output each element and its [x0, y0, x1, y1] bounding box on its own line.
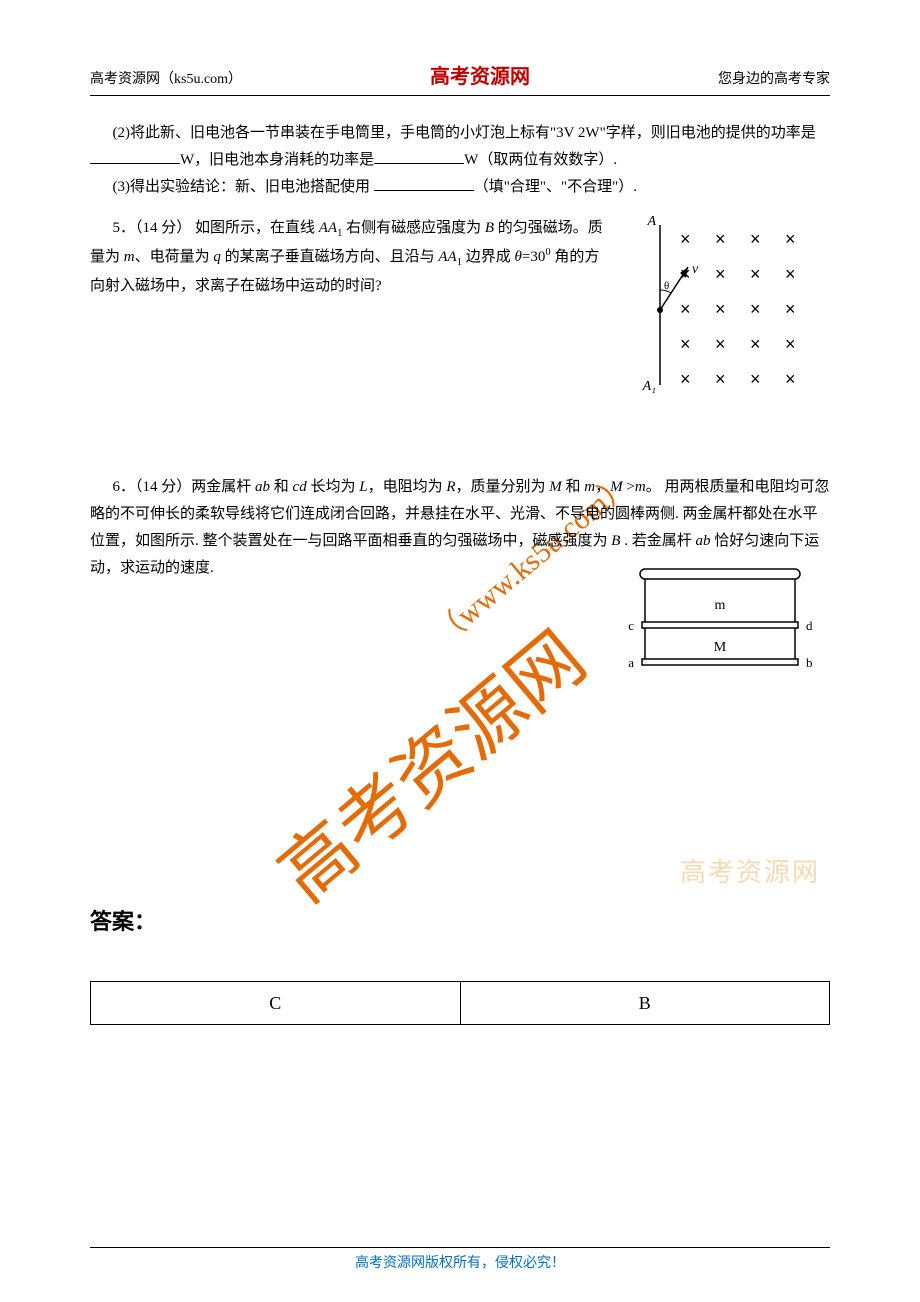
svg-text:×: ×: [785, 334, 796, 354]
q6-bar-ab: [642, 659, 798, 665]
q6-c: 长均为: [307, 479, 360, 495]
q6-m: m: [584, 479, 595, 495]
q6-M2: M: [610, 479, 623, 495]
q6-label-M: M: [714, 640, 727, 655]
svg-text:×: ×: [680, 369, 691, 389]
q5-g: =30: [522, 249, 545, 265]
q6-R: R: [446, 479, 455, 495]
svg-text:×: ×: [715, 299, 726, 319]
q4-text-a: (2)将此新、旧电池各一节串装在手电筒里，手电筒的小灯泡上标有"3V 2W"字样…: [113, 125, 816, 141]
q4-text-c: W（取两位有效数字）.: [464, 152, 617, 168]
q6-i: . 若金属杆: [620, 533, 695, 549]
q5-aa1-2: AA: [438, 249, 456, 265]
q6-label-a: a: [628, 655, 634, 670]
q5-label-A1: A₁: [642, 379, 656, 394]
blank-conclusion: [374, 175, 474, 191]
q6-e: ，质量分别为: [456, 479, 550, 495]
answer-cell-2: B: [460, 982, 830, 1025]
q5-block: 5．（14 分） 如图所示，在直线 AA1 右侧有磁感应强度为 B 的匀强磁场。…: [90, 215, 830, 460]
header: 高考资源网（ks5u.com） 高考资源网 您身边的高考专家: [90, 60, 830, 89]
q5-q: q: [213, 249, 221, 265]
svg-text:×: ×: [750, 264, 761, 284]
q4-line2: (3)得出实验结论：新、旧电池搭配使用 （填"合理"、"不合理"）.: [90, 174, 830, 201]
svg-text:×: ×: [680, 229, 691, 249]
header-right: 您身边的高考专家: [718, 68, 830, 88]
footer-text: 高考资源网版权所有，侵权必究！: [355, 1256, 565, 1271]
q6-label-m: m: [715, 598, 726, 613]
q6-label-b: b: [806, 655, 813, 670]
svg-text:×: ×: [680, 264, 691, 284]
header-rule: [90, 95, 830, 96]
q6-L: L: [359, 479, 367, 495]
svg-text:×: ×: [750, 334, 761, 354]
q6-figure: c d a b m M: [620, 564, 820, 684]
q6-label-c: c: [628, 618, 634, 633]
q4-text-b: W，旧电池本身消耗的功率是: [180, 152, 374, 168]
answer-heading: 答案：: [90, 902, 830, 942]
q6-b: 和: [270, 479, 293, 495]
q6-g: ，: [595, 479, 610, 495]
blank-power1: [90, 148, 180, 164]
q5-f: 边界成: [462, 249, 515, 265]
q5-e: 的某离子垂直磁场方向、且沿与: [221, 249, 439, 265]
q4-text-e: （填"合理"、"不合理"）.: [474, 179, 637, 195]
page: 高考资源网（ks5u.com） 高考资源网 您身边的高考专家 高考资源网 （ww…: [0, 0, 920, 1302]
svg-text:×: ×: [680, 334, 691, 354]
q6-ab: ab: [255, 479, 270, 495]
footer: 高考资源网版权所有，侵权必究！: [0, 1247, 920, 1272]
q5-d: 、电荷量为: [135, 249, 214, 265]
q5-label-theta: θ: [664, 280, 669, 292]
q5-figure: A A₁ v θ × × × × × × × × × × × × × × × × × × × ×: [620, 215, 830, 395]
q6-block: 6．（14 分）两金属杆 ab 和 cd 长均为 L，电阻均为 R，质量分别为 …: [90, 474, 830, 582]
q6-a: 6．（14 分）两金属杆: [113, 479, 256, 495]
q6-f: 和: [562, 479, 585, 495]
svg-text:×: ×: [715, 334, 726, 354]
svg-text:×: ×: [785, 299, 796, 319]
svg-text:×: ×: [715, 229, 726, 249]
q5-m: m: [124, 249, 135, 265]
svg-text:×: ×: [715, 264, 726, 284]
q6-bar-cd: [642, 622, 798, 628]
q5-a: 5．（14 分） 如图所示，在直线: [113, 220, 319, 236]
table-row: C B: [91, 982, 830, 1025]
svg-text:×: ×: [785, 229, 796, 249]
q6-m2: m: [635, 479, 646, 495]
svg-text:×: ×: [680, 299, 691, 319]
content: (2)将此新、旧电池各一节串装在手电筒里，手电筒的小灯泡上标有"3V 2W"字样…: [90, 120, 830, 1025]
watermark-small: 高考资源网: [680, 850, 820, 897]
header-left: 高考资源网（ks5u.com）: [90, 68, 242, 88]
q5-label-v: v: [692, 262, 699, 277]
svg-text:×: ×: [785, 369, 796, 389]
svg-text:×: ×: [750, 369, 761, 389]
q6-top-rod: [640, 569, 800, 579]
q5-B: B: [485, 220, 494, 236]
q4-text-d: (3)得出实验结论：新、旧电池搭配使用: [113, 179, 374, 195]
q5-label-A: A: [646, 215, 656, 229]
q6-cd: cd: [293, 479, 307, 495]
header-center: 高考资源网: [430, 60, 530, 89]
svg-text:×: ×: [715, 369, 726, 389]
q6-label-d: d: [806, 618, 813, 633]
q5-aa1-1: AA: [319, 220, 337, 236]
q5-b: 右侧有磁感应强度为: [342, 220, 485, 236]
q6-ab2: ab: [695, 533, 710, 549]
q6-gt: >: [623, 479, 635, 495]
q5-field-crosses: × × × × × × × × × × × × × × × × × × × ×: [680, 229, 796, 389]
q4-line1: (2)将此新、旧电池各一节串装在手电筒里，手电筒的小灯泡上标有"3V 2W"字样…: [90, 120, 830, 174]
svg-text:×: ×: [785, 264, 796, 284]
footer-rule: [90, 1247, 830, 1248]
answer-cell-1: C: [91, 982, 461, 1025]
answer-table: C B: [90, 981, 830, 1025]
blank-power2: [374, 148, 464, 164]
q6-d: ，电阻均为: [368, 479, 447, 495]
q6-M: M: [549, 479, 562, 495]
svg-text:×: ×: [750, 299, 761, 319]
svg-text:×: ×: [750, 229, 761, 249]
q5-theta: θ: [514, 249, 521, 265]
